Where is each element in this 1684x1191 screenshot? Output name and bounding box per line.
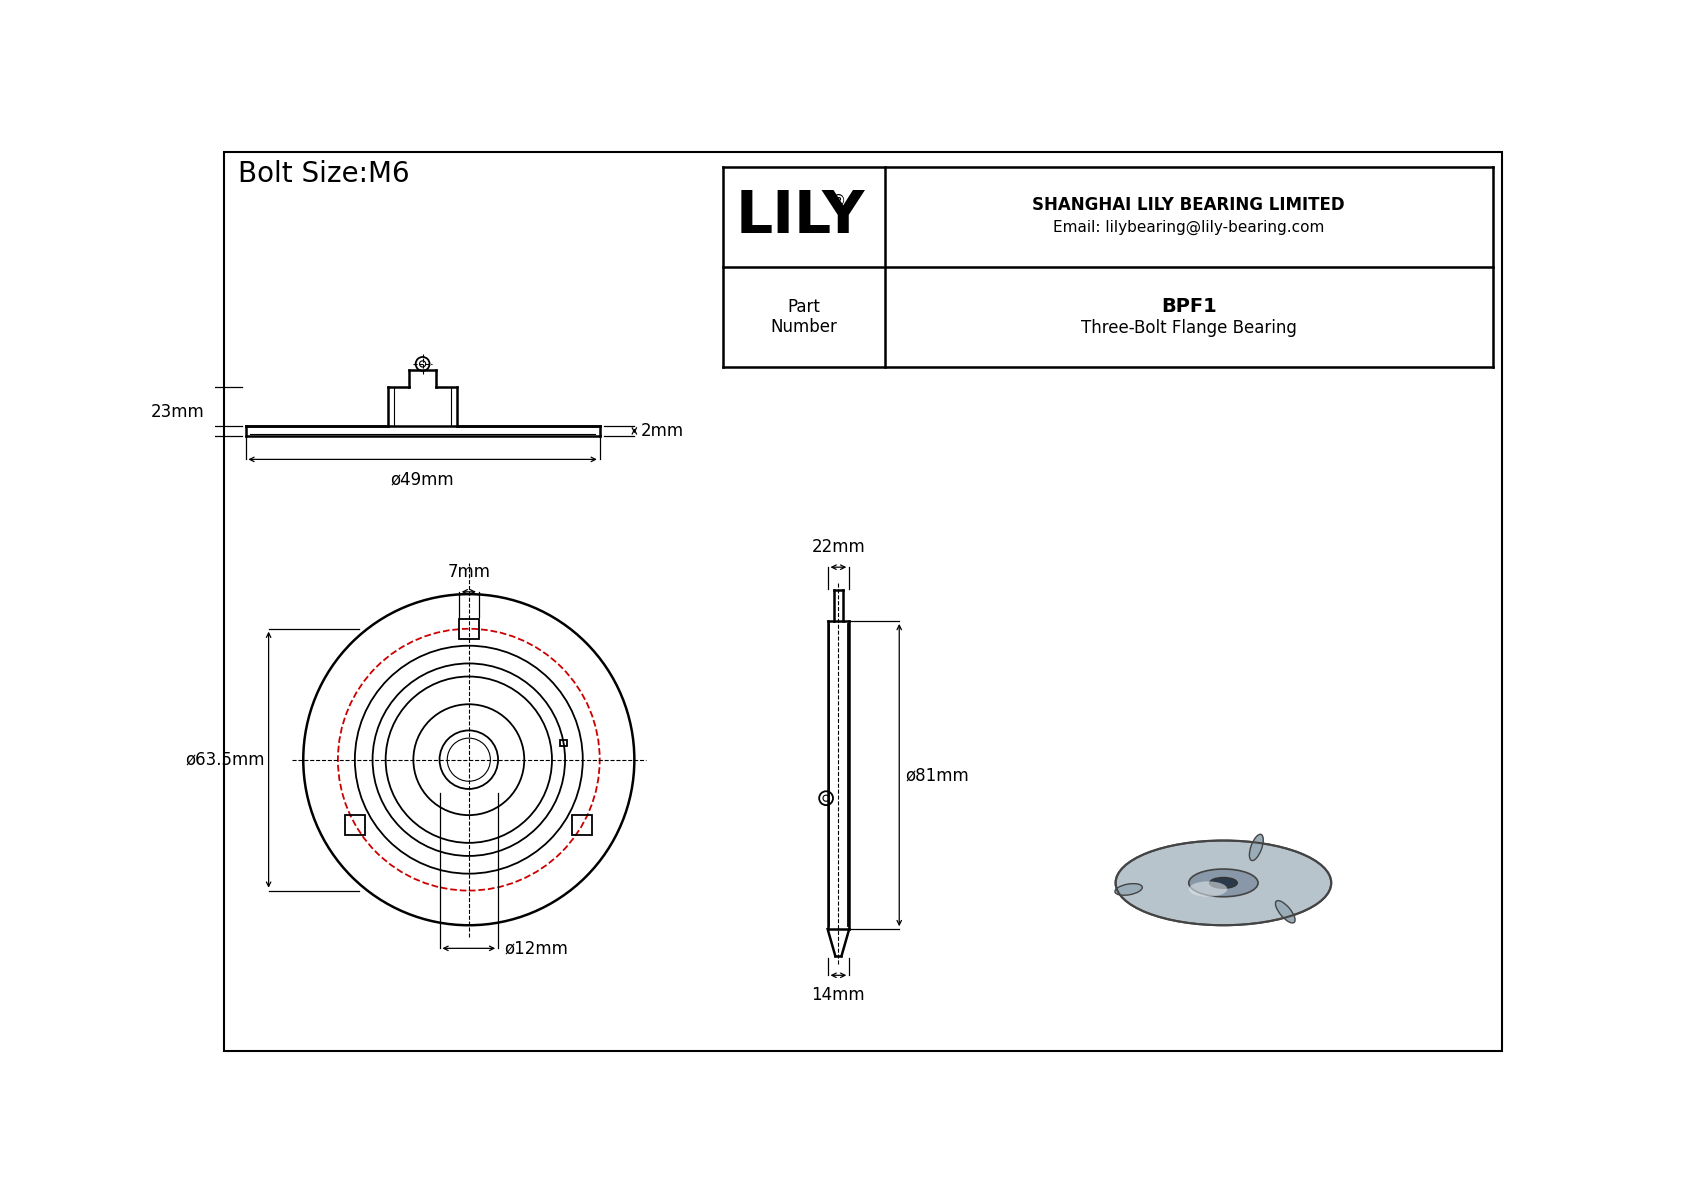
Ellipse shape (1189, 881, 1228, 897)
Ellipse shape (1250, 834, 1263, 861)
Text: SHANGHAI LILY BEARING LIMITED: SHANGHAI LILY BEARING LIMITED (1032, 195, 1346, 213)
Text: Three-Bolt Flange Bearing: Three-Bolt Flange Bearing (1081, 319, 1297, 337)
Ellipse shape (1275, 900, 1295, 923)
Text: LILY: LILY (736, 188, 864, 245)
Text: 14mm: 14mm (812, 986, 866, 1004)
Ellipse shape (1209, 878, 1238, 888)
Text: Part
Number: Part Number (770, 298, 837, 336)
Text: ø63.5mm: ø63.5mm (185, 750, 264, 768)
Ellipse shape (1115, 884, 1142, 896)
Text: BPF1: BPF1 (1160, 297, 1216, 316)
Text: 7mm: 7mm (448, 563, 490, 581)
Text: 2mm: 2mm (640, 422, 684, 439)
Ellipse shape (1115, 841, 1332, 925)
Text: ø49mm: ø49mm (391, 470, 455, 488)
Text: 23mm: 23mm (152, 403, 205, 420)
Bar (559, 740, 568, 746)
Text: Email: lilybearing@lily-bearing.com: Email: lilybearing@lily-bearing.com (1052, 220, 1324, 235)
Bar (345, 815, 365, 835)
Ellipse shape (1189, 869, 1258, 897)
Bar (573, 815, 593, 835)
Text: ®: ® (830, 194, 845, 208)
Bar (458, 619, 478, 638)
Text: ø12mm: ø12mm (504, 940, 568, 958)
Text: ø81mm: ø81mm (906, 766, 970, 784)
Ellipse shape (1189, 855, 1258, 883)
Text: Bolt Size:M6: Bolt Size:M6 (237, 161, 409, 188)
Text: 22mm: 22mm (812, 538, 866, 556)
